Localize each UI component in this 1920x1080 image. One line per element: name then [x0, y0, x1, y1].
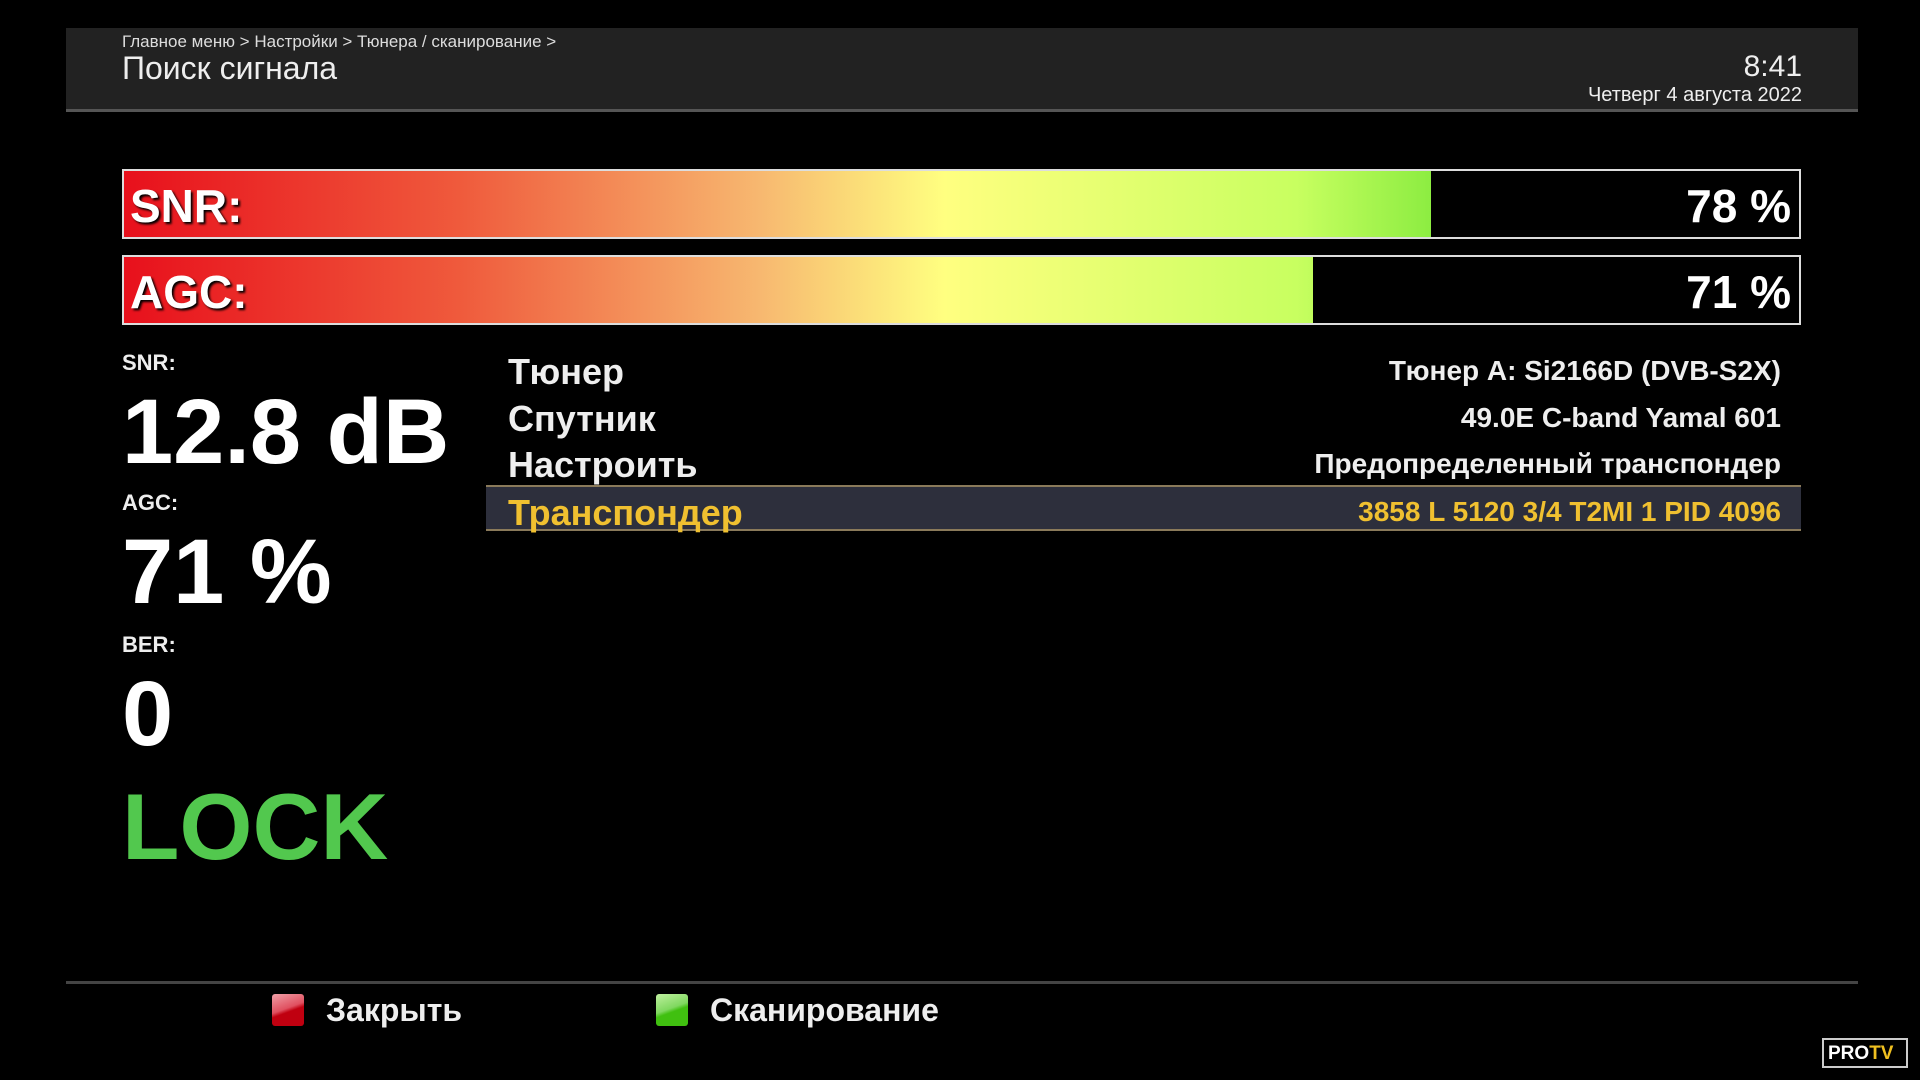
green-key-icon [656, 994, 688, 1026]
footer-divider [66, 981, 1858, 984]
page-title: Поиск сигнала [122, 50, 338, 86]
watermark-logo: PROTV [1822, 1038, 1908, 1068]
row-value: Тюнер A: Si2166D (DVB-S2X) [1388, 355, 1781, 386]
row-value: 3858 L 5120 3/4 T2MI 1 PID 4096 [1358, 496, 1781, 527]
ber-label: BER: [122, 632, 176, 657]
agc-value: 71 % [122, 521, 332, 623]
info-row-transponder[interactable]: Транспондер 3858 L 5120 3/4 T2MI 1 PID 4… [486, 485, 1801, 533]
row-value: Предопределенный транспондер [1314, 448, 1781, 479]
agc-label: AGC: [122, 490, 179, 515]
snr-label: SNR: [122, 350, 176, 375]
snr-bar-value: 78 % [1686, 180, 1791, 232]
bar-mask [1313, 257, 1799, 323]
row-key: Транспондер [508, 492, 743, 533]
date: Четверг 4 августа 2022 [1587, 84, 1802, 106]
lock-status: LOCK [122, 774, 389, 879]
snr-bar-label: SNR: [130, 180, 243, 232]
agc-bar: AGC: 71 % [122, 255, 1801, 325]
row-value: 49.0E C-band Yamal 601 [1460, 402, 1781, 433]
row-key: Спутник [508, 398, 656, 439]
close-button[interactable]: Закрыть [272, 991, 463, 1028]
row-key: Тюнер [508, 351, 625, 392]
info-row-tuner[interactable]: Тюнер Тюнер A: Si2166D (DVB-S2X) [486, 346, 1801, 392]
agc-bar-value: 71 % [1686, 266, 1791, 318]
agc-bar-label: AGC: [130, 266, 248, 318]
clock: 8:41 [1743, 50, 1802, 83]
scan-label: Сканирование [710, 991, 939, 1028]
scan-button[interactable]: Сканирование [656, 991, 939, 1028]
row-key: Настроить [508, 444, 698, 485]
ber-value: 0 [122, 663, 174, 765]
red-key-icon [272, 994, 304, 1026]
info-row-setup[interactable]: Настроить Предопределенный транспондер [486, 439, 1801, 485]
close-label: Закрыть [326, 991, 463, 1028]
header: Главное меню > Настройки > Тюнера / скан… [66, 28, 1858, 112]
breadcrumb: Главное меню > Настройки > Тюнера / скан… [122, 32, 557, 51]
info-row-satellite[interactable]: Спутник 49.0E C-band Yamal 601 [486, 393, 1801, 439]
bar-mask [1430, 171, 1799, 237]
snr-bar: SNR: 78 % [122, 169, 1801, 239]
snr-value: 12.8 dB [122, 381, 450, 483]
